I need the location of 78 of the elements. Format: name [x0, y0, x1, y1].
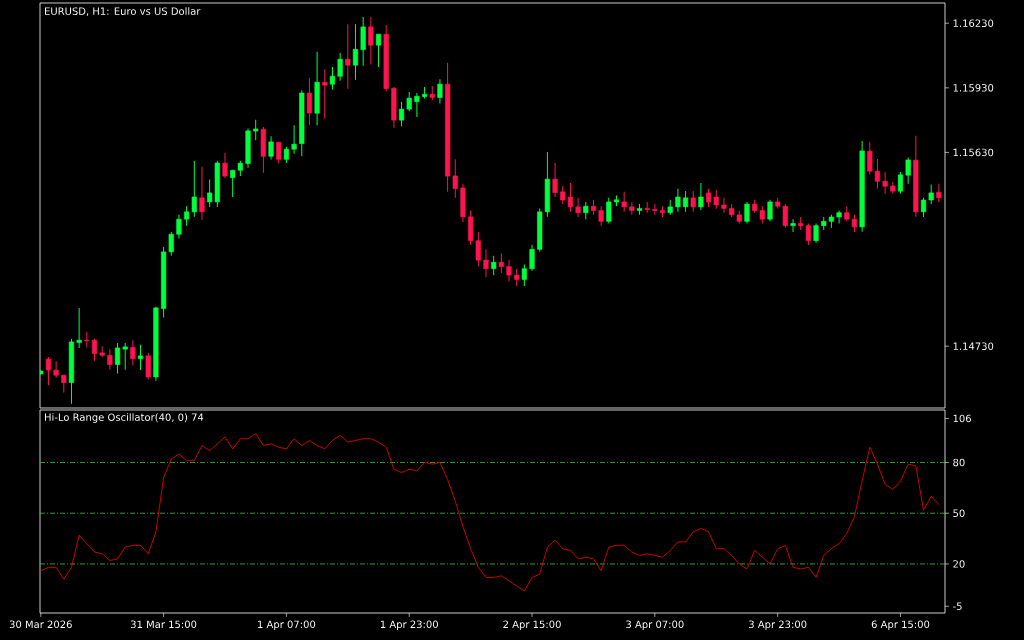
y-tick-label: 106	[953, 414, 971, 423]
candlestick	[836, 210, 842, 224]
candlestick	[368, 16, 374, 66]
x-tick-label: 1 Apr 07:00	[258, 620, 316, 631]
candlestick	[606, 197, 612, 224]
x-tick-label: 1 Apr 23:00	[380, 620, 438, 631]
x-tick-label: 6 Apr 15:00	[871, 620, 930, 631]
x-tick-label: 3 Apr 23:00	[749, 620, 807, 631]
chart-title: Hi-Lo Range Oscillator(40, 0) 74	[45, 413, 204, 423]
candlestick	[682, 190, 689, 213]
candlestick	[437, 78, 443, 105]
candlestick	[375, 33, 382, 68]
candlestick	[905, 157, 911, 185]
candlestick	[744, 201, 750, 224]
y-tick-label: 1.15930	[953, 84, 994, 92]
candlestick	[345, 23, 351, 90]
y-tick-label: 80	[953, 458, 965, 467]
x-tick-label: 3 Apr 07:00	[626, 620, 684, 631]
candlestick	[329, 66, 336, 91]
candlestick	[360, 16, 366, 67]
chart-title: EURUSD, H1: Euro vs US Dollar	[45, 7, 201, 16]
candlestick	[498, 253, 504, 274]
candlestick	[521, 263, 527, 287]
x-tick-label: 2 Apr 15:00	[503, 620, 561, 631]
candlestick	[928, 184, 934, 205]
candlestick	[690, 190, 696, 213]
candlestick	[114, 342, 121, 375]
candlestick	[575, 197, 581, 218]
y-tick-label: 1.16230	[953, 19, 994, 28]
candlestick	[867, 141, 873, 176]
candlestick	[491, 255, 497, 276]
candlestick	[322, 68, 328, 120]
candlestick	[598, 205, 604, 227]
x-tick-label: 31 Mar 15:00	[130, 620, 197, 629]
y-tick-label: 20	[953, 560, 965, 568]
candlestick	[675, 188, 681, 213]
candlestick	[698, 182, 704, 211]
candlestick	[652, 203, 658, 216]
candlestick	[268, 135, 274, 161]
candlestick	[721, 197, 727, 214]
candlestick	[253, 119, 259, 141]
candlestick	[91, 338, 98, 362]
y-tick-label: 1.15630	[953, 148, 994, 157]
y-tick-label: -5	[953, 602, 962, 610]
candlestick	[130, 339, 136, 366]
candlestick	[936, 183, 942, 203]
y-tick-label: 50	[953, 509, 965, 517]
candlestick	[145, 352, 151, 381]
candlestick	[882, 171, 888, 195]
candlestick	[176, 214, 182, 240]
y-tick-label: 1.14730	[953, 342, 994, 350]
candlestick	[199, 166, 205, 221]
candlestick	[122, 342, 128, 371]
candlestick	[137, 344, 144, 371]
candlestick	[874, 158, 881, 190]
candlestick	[53, 360, 59, 379]
candlestick	[276, 141, 282, 165]
candlestick	[222, 152, 228, 179]
candlestick	[506, 259, 512, 283]
candlestick	[414, 92, 420, 118]
candlestick	[306, 77, 313, 126]
candlestick	[337, 52, 343, 82]
candlestick	[76, 307, 82, 349]
candlestick	[45, 356, 52, 386]
candlestick	[767, 199, 773, 222]
candlestick	[483, 248, 489, 278]
candlestick	[621, 191, 627, 213]
line-series	[40, 433, 940, 592]
candlestick	[352, 23, 359, 81]
candlestick	[291, 124, 297, 155]
candlestick	[897, 171, 904, 195]
candlestick	[813, 222, 819, 244]
candlestick	[790, 218, 796, 233]
candlestick	[920, 197, 927, 218]
candlestick	[552, 162, 558, 198]
candlestick	[529, 244, 535, 272]
x-tick-label: 30 Mar 2026	[9, 620, 72, 629]
candlestick	[107, 348, 113, 371]
